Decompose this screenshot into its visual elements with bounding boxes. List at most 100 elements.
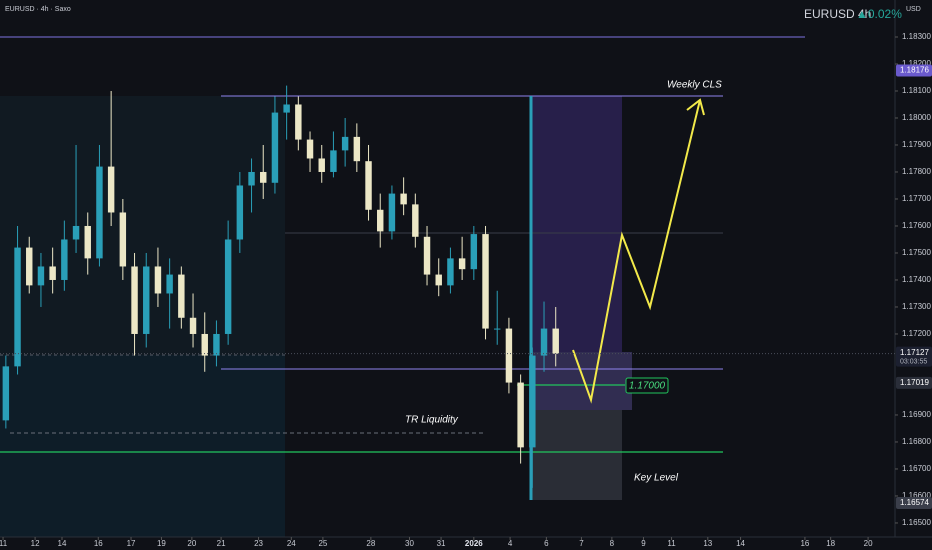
axis-labels: 1.18300 1.18200 1.18100 1.18000 1.17900 1.178… [0,32,931,548]
change: ▲0.02% [856,7,902,21]
currency: USD [906,6,921,13]
candle-body [96,166,103,259]
y-tick-label: 1.17300 [902,302,931,311]
candle-body [189,317,197,334]
x-tick-label: 11 [0,539,8,548]
x-tick-label: 11 [667,539,676,548]
price-marker-label: 1.16574 [900,498,929,507]
candle-body [517,382,524,448]
candle-body [283,104,290,113]
candle-body [2,366,10,421]
y-tick-label: 1.18200 [902,59,931,68]
candle-body [14,247,21,367]
price-marker [896,496,932,509]
countdown: 03:03:55 [900,359,927,366]
y-tick-label: 1.18100 [902,86,931,95]
candle-body [224,239,232,334]
y-tick-label: 1.16500 [902,518,931,527]
y-tick-label: 1.17700 [902,194,931,203]
x-tick-label: 13 [703,539,712,548]
candle-body [61,239,68,280]
candle-body [353,136,361,162]
x-tick-label: 8 [610,539,615,548]
candle-body [377,209,384,232]
candle-body [365,161,372,210]
candle-body [37,266,45,286]
candle-body [143,266,150,334]
y-tick-label: 1.17800 [902,167,931,176]
candle-body [458,258,466,270]
candle-body [107,166,115,213]
projection [572,99,701,404]
y-tick-label: 1.18300 [902,32,931,41]
candle-body [178,274,185,318]
candle-body [201,333,208,356]
candles [2,85,559,488]
x-tick-label: 7 [579,539,584,548]
x-tick-label: 18 [826,539,835,548]
price-marker [896,376,932,389]
y-tick-label: 1.16900 [902,410,931,419]
y-tick-label: 1.16800 [902,437,931,446]
candle-body [236,185,244,240]
candle-body [470,234,478,270]
candle-body [84,225,91,259]
candle-body [540,328,548,356]
projection-arrow [686,98,705,116]
candle-body [423,236,431,275]
candle-body [505,328,513,383]
symbol-title: EURUSD · 4h · Saxo [5,6,71,13]
candle-body [295,104,302,140]
x-tick-label: 6 [544,539,549,548]
x-tick-label: 24 [287,539,296,548]
candle-body [435,274,442,286]
candle-body [154,266,162,294]
candle-body [552,328,559,354]
candle-body [72,225,80,240]
annotation: TR Liquidity [405,415,459,426]
x-tick-label: 12 [31,539,40,548]
x-tick-label: 21 [217,539,226,548]
level-box [625,377,669,394]
entry-box [531,352,632,410]
x-tick-label: 2026 [465,539,483,548]
last-price-label: 1.17127 [900,348,929,357]
liquidity-zone [0,355,285,537]
y-tick-label: 1.17900 [902,140,931,149]
y-tick-label: 1.17500 [902,248,931,257]
candle-body [271,112,279,183]
candle-body [494,328,501,330]
candle-body [412,204,419,237]
candle-body [49,266,56,280]
x-tick-label: 30 [405,539,414,548]
candle-body [400,193,407,205]
y-tick-label: 1.17400 [902,275,931,284]
y-tick-label: 1.17600 [902,221,931,230]
candle-body [447,258,454,286]
candle-body [529,355,536,448]
x-tick-label: 19 [157,539,166,548]
x-tick-label: 17 [127,539,136,548]
x-tick-label: 9 [641,539,646,548]
stop-box [531,410,622,500]
y-tick-label: 1.18000 [902,113,931,122]
candle-body [248,171,255,186]
y-tick-label: 1.16600 [902,491,931,500]
candle-body [482,234,489,329]
level-label: 1.17000 [629,381,666,392]
x-tick-label: 31 [437,539,446,548]
x-tick-label: 14 [58,539,67,548]
y-tick-label: 1.16700 [902,464,931,473]
annotation: Key Level [634,473,679,484]
candle-body [131,266,138,334]
x-tick-label: 20 [864,539,873,548]
candle-body [119,212,127,267]
x-tick-label: 28 [366,539,375,548]
x-tick-label: 14 [736,539,745,548]
ticker: EURUSD 4h [804,7,871,21]
candle-body [213,333,220,356]
candle-body [330,150,337,172]
x-tick-label: 4 [508,539,513,548]
price-axis [895,0,932,550]
